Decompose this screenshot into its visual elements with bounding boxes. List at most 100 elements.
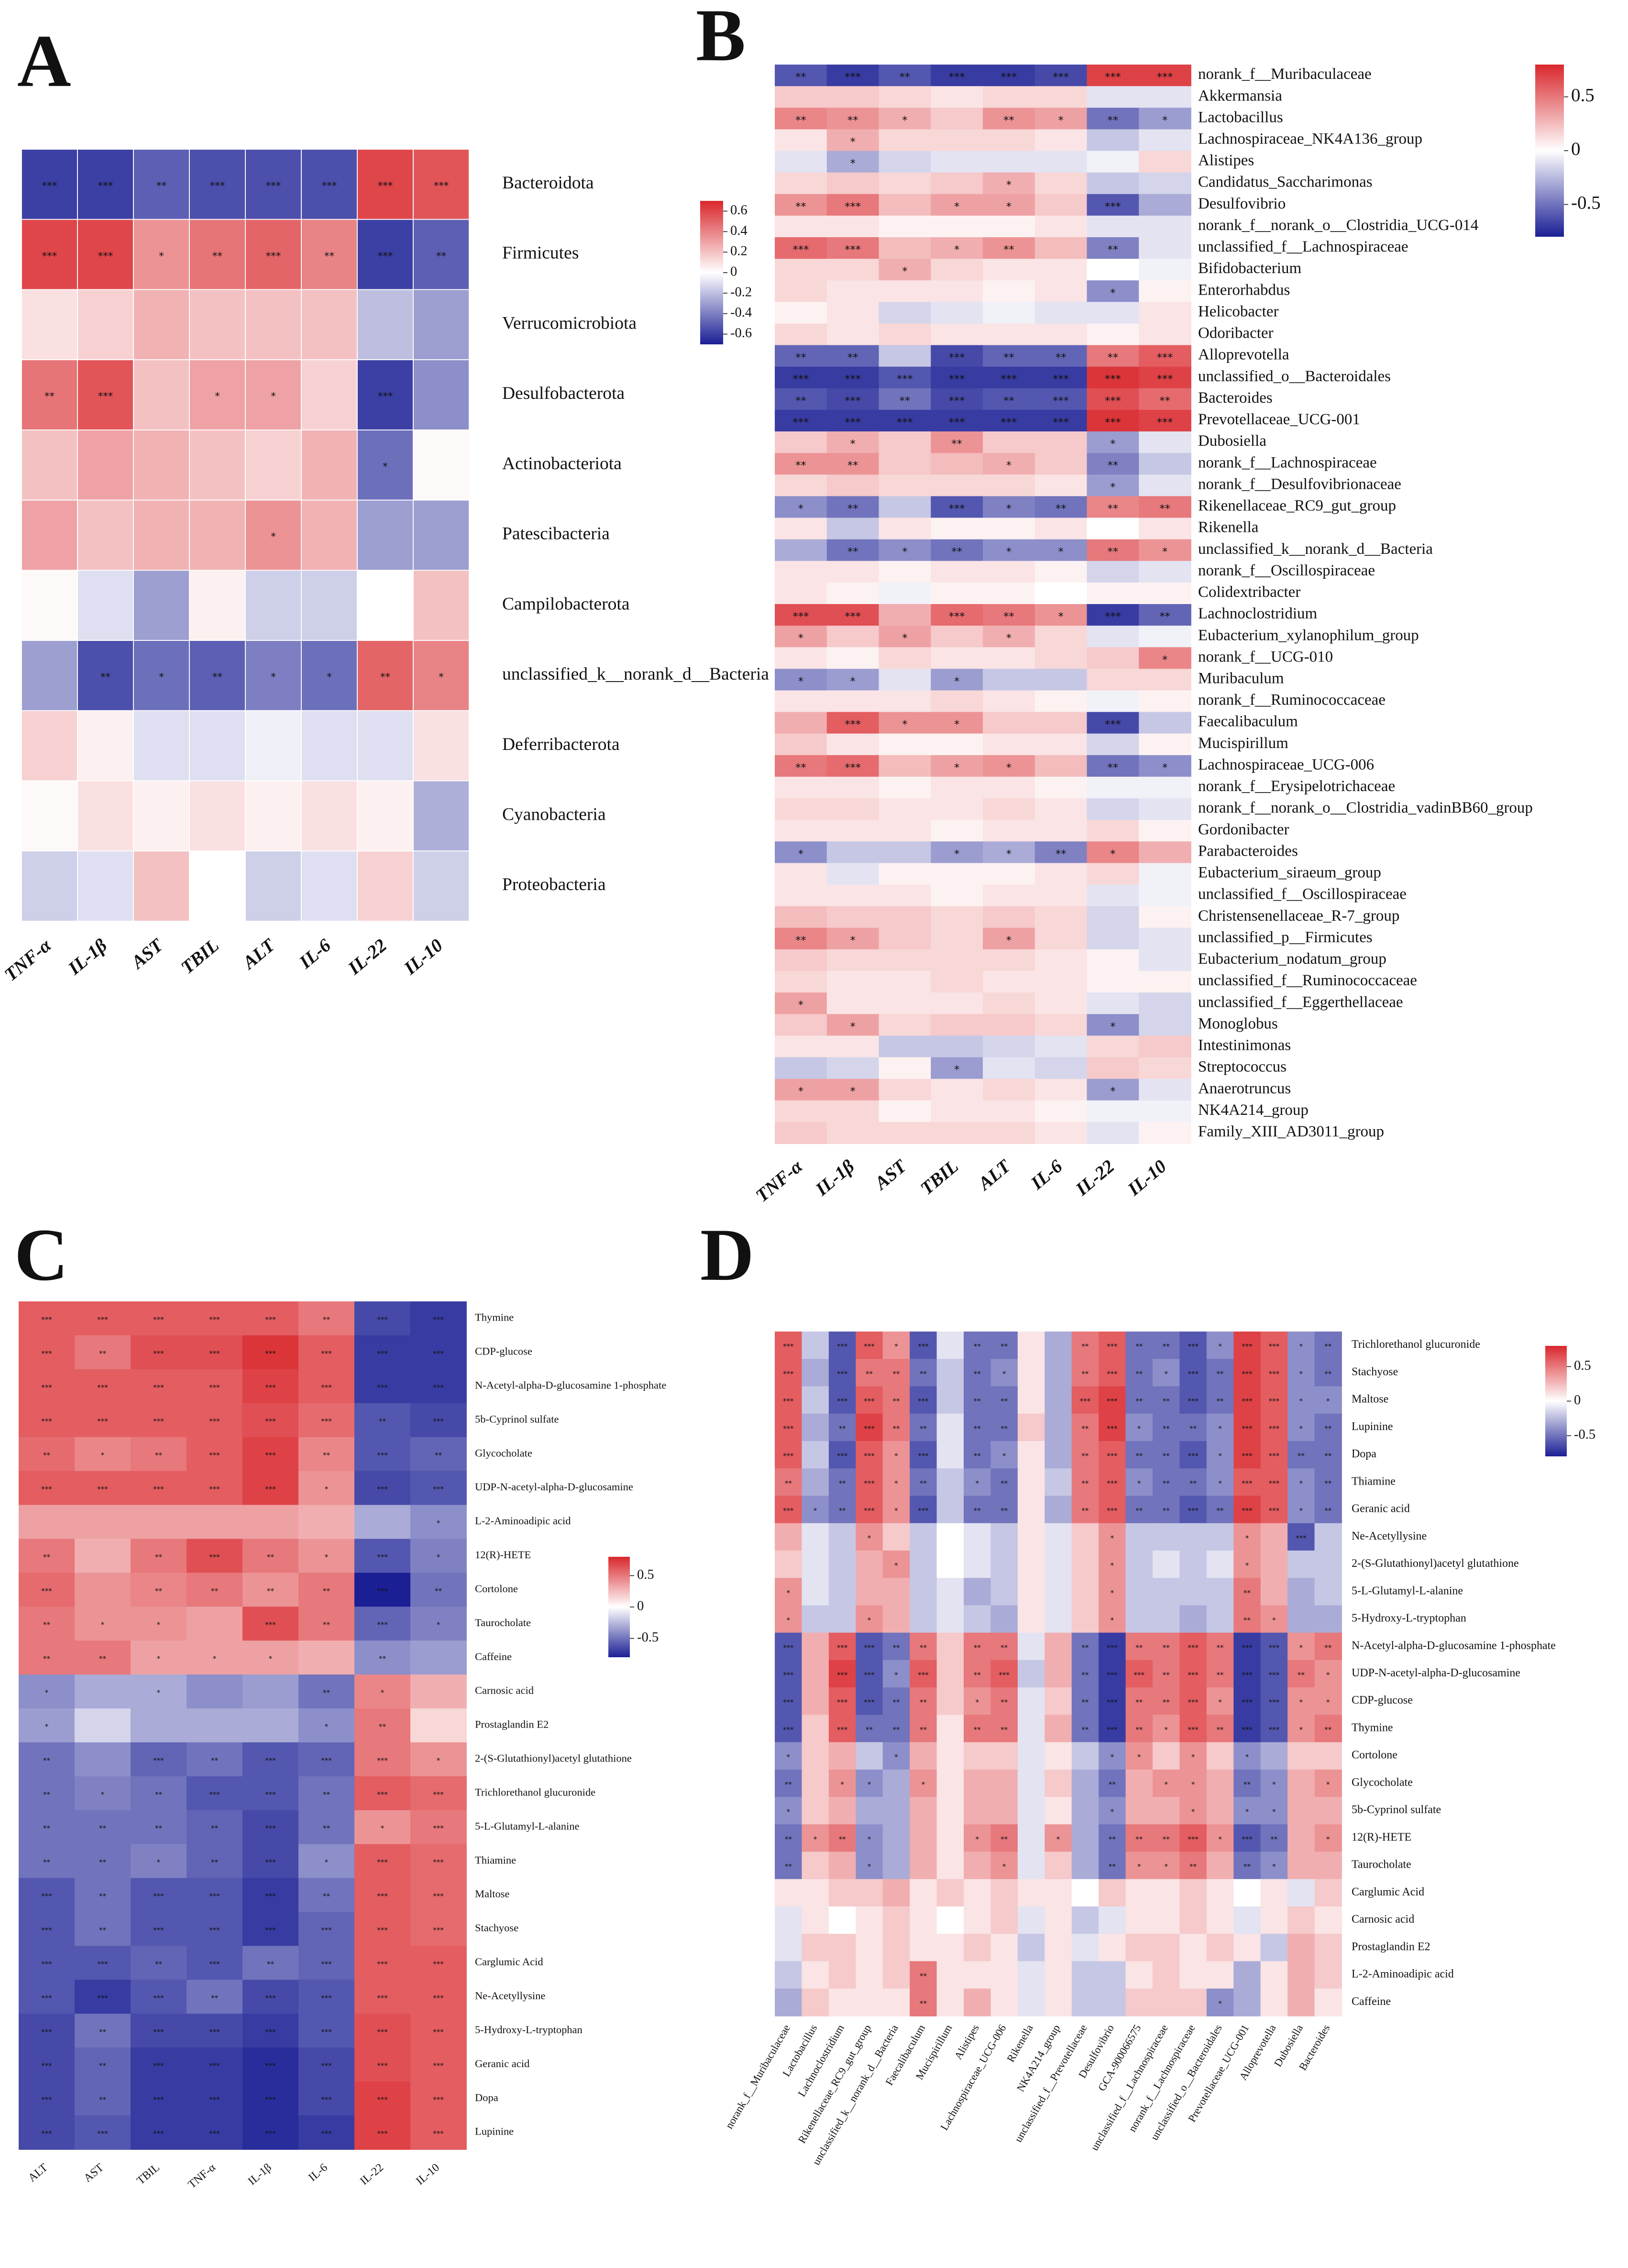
significance-label: * <box>325 1552 329 1561</box>
heatmap-cell <box>774 582 827 605</box>
column-label: TBIL <box>177 935 223 978</box>
significance-label: ** <box>43 1552 50 1561</box>
significance-label: ** <box>1001 1507 1008 1515</box>
heatmap-cell <box>301 570 358 641</box>
heatmap-cell <box>931 539 983 561</box>
significance-label: ** <box>866 1725 873 1734</box>
heatmap-cell <box>21 780 78 852</box>
significance-label: ** <box>323 1315 330 1324</box>
heatmap-cell <box>354 1369 411 1404</box>
heatmap-cell <box>774 388 827 410</box>
heatmap-cell <box>882 1413 911 1442</box>
heatmap-cell <box>1139 798 1191 821</box>
significance-label: * <box>954 200 959 213</box>
heatmap-cell <box>130 2081 187 2116</box>
heatmap-cell <box>1034 971 1088 993</box>
significance-label: ** <box>99 2061 106 2070</box>
heatmap-cell <box>963 1605 991 1633</box>
significance-label: *** <box>377 1790 388 1799</box>
significance-label: ** <box>1324 1342 1331 1351</box>
heatmap-cell <box>1260 1550 1288 1579</box>
heatmap-cell <box>910 1523 937 1551</box>
heatmap-cell <box>1139 86 1191 109</box>
heatmap-cell <box>357 499 414 571</box>
heatmap-cell <box>826 86 880 109</box>
heatmap-cell <box>1034 108 1088 130</box>
heatmap-cell <box>826 647 880 670</box>
significance-label: * <box>1137 1479 1141 1487</box>
significance-label: * <box>1162 654 1167 666</box>
heatmap-cell <box>18 1573 75 1607</box>
significance-label: * <box>1218 1698 1222 1707</box>
heatmap-cell <box>982 388 1035 410</box>
heatmap-cell <box>856 1578 883 1606</box>
heatmap-cell <box>936 1961 964 1989</box>
significance-label: *** <box>153 2027 164 2036</box>
significance-label: *** <box>321 1349 332 1358</box>
significance-label: * <box>45 1722 49 1731</box>
heatmap-cell <box>936 1550 964 1579</box>
heatmap-cell <box>1152 1496 1180 1524</box>
heatmap-cell <box>1260 1468 1288 1497</box>
heatmap-cell <box>856 1961 883 1989</box>
heatmap-cell <box>298 1505 355 1540</box>
heatmap-cell <box>354 2115 411 2150</box>
significance-label: ** <box>974 1452 981 1460</box>
significance-label: * <box>954 848 959 860</box>
significance-label: *** <box>377 1926 388 1935</box>
significance-label: ** <box>1001 1424 1008 1433</box>
heatmap-cell <box>931 496 983 518</box>
heatmap-cell <box>130 1471 187 1506</box>
heatmap-cell <box>1314 1687 1342 1716</box>
heatmap-cell <box>963 1906 991 1935</box>
colorbar-tick-label: -0.2 <box>730 285 752 299</box>
heatmap-cell <box>910 1797 937 1825</box>
significance-label: *** <box>837 1698 848 1707</box>
significance-label: *** <box>1188 1643 1199 1652</box>
heatmap-cell <box>982 237 1035 259</box>
significance-label: ** <box>866 1369 873 1378</box>
heatmap-cell <box>301 710 358 782</box>
heatmap-cell <box>1034 409 1088 432</box>
significance-label: * <box>868 1534 871 1542</box>
significance-label: *** <box>265 1315 276 1324</box>
heatmap-cell <box>298 1946 355 1981</box>
row-label: Thiamine <box>1352 1475 1396 1487</box>
heatmap-cell <box>826 820 880 842</box>
significance-label: * <box>1218 1835 1222 1843</box>
significance-label: *** <box>153 2061 164 2070</box>
significance-label: ** <box>44 391 55 402</box>
significance-label: * <box>1058 114 1063 127</box>
row-label: Geranic acid <box>1352 1503 1410 1515</box>
heatmap-cell <box>879 108 932 130</box>
significance-label: * <box>437 1519 440 1527</box>
heatmap-cell <box>74 2048 131 2082</box>
heatmap-cell <box>298 1810 355 1845</box>
heatmap-cell <box>1206 1441 1234 1469</box>
heatmap-cell <box>826 776 880 799</box>
heatmap-cell <box>242 1742 299 1777</box>
heatmap-cell <box>879 388 932 410</box>
heatmap-cell <box>1034 1035 1088 1058</box>
significance-label: *** <box>265 1824 276 1833</box>
significance-label: *** <box>97 1315 108 1324</box>
heatmap-cell <box>1233 1632 1261 1661</box>
heatmap-cell <box>856 1742 883 1770</box>
heatmap-cell <box>826 496 880 518</box>
heatmap-cell <box>774 1988 803 2016</box>
heatmap-cell <box>130 1878 187 1913</box>
significance-label: *** <box>949 71 965 84</box>
heatmap-cell <box>1314 1961 1342 1989</box>
heatmap-cell <box>802 1988 829 2016</box>
heatmap-cell <box>242 1810 299 1845</box>
heatmap-cell <box>130 1742 187 1777</box>
heatmap-cell <box>301 149 358 220</box>
significance-label: ** <box>1159 395 1170 407</box>
significance-label: *** <box>433 1858 444 1867</box>
heatmap-cell <box>298 1301 355 1336</box>
significance-label: *** <box>98 180 113 192</box>
heatmap-cell <box>826 604 880 627</box>
heatmap-cell <box>1099 1550 1126 1579</box>
heatmap-cell <box>856 1605 883 1633</box>
significance-label: * <box>850 1085 855 1098</box>
